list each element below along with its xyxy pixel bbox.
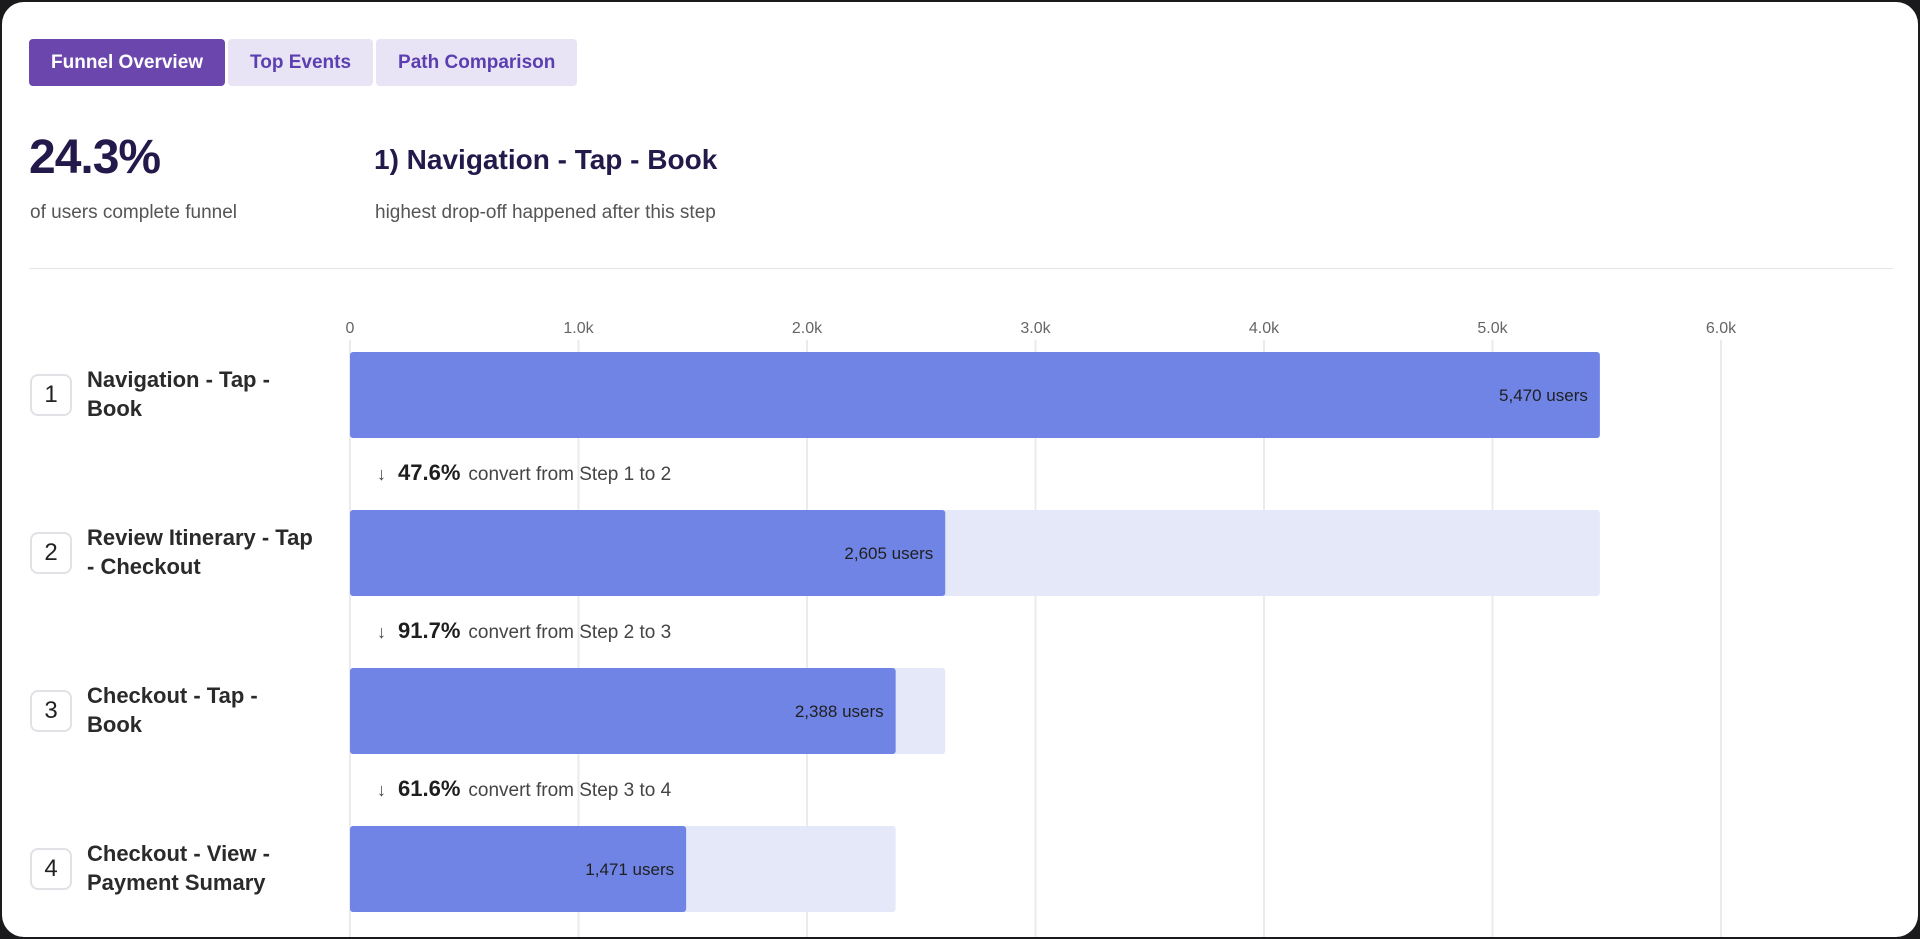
x-tick-label-2: 2.0k [792,320,823,337]
dropoff-step-title: 1) Navigation - Tap - Book [374,144,718,175]
step-number-badge: 3 [30,690,72,732]
bar-step-2 [350,510,946,596]
arrow-down-icon: ↓ [377,780,386,800]
conversion-row: ↓ 91.7% convert from Step 2 to 3 [377,618,671,644]
step-name-label: Navigation - Tap - Book [87,367,270,421]
bar-value-label-step-4: 1,471 users [585,860,674,879]
conversion-text: convert from Step 3 to 4 [468,780,672,801]
bar-step-3 [350,668,896,754]
section-divider [29,268,1893,269]
completion-caption: of users complete funnel [30,202,238,223]
tab-bar: Funnel Overview Top Events Path Comparis… [29,39,578,86]
bar-value-label-step-2: 2,605 users [844,544,933,563]
bar-step-1 [350,352,1600,438]
x-tick-label-3: 3.0k [1020,320,1051,337]
x-tick-label-6: 6.0k [1706,320,1737,337]
x-tick-label-5: 5.0k [1477,320,1508,337]
step-number-badge: 1 [30,374,72,416]
tab-funnel-overview[interactable]: Funnel Overview [29,39,226,86]
conversion-percent: 47.6% [398,460,461,485]
conversion-row: ↓ 47.6% convert from Step 1 to 2 [377,460,671,486]
dropoff-caption: highest drop-off happened after this ste… [375,202,716,223]
bar-value-label-step-1: 5,470 users [1499,386,1588,405]
step-name-label: Checkout - Tap - Book [87,683,258,737]
conversion-row: ↓ 61.6% convert from Step 3 to 4 [377,776,671,802]
x-tick-label-0: 0 [346,320,355,337]
conversion-text: convert from Step 1 to 2 [468,464,672,485]
completion-rate: 24.3% [29,131,161,184]
step-number-badge: 4 [30,848,72,890]
tab-path-comparison[interactable]: Path Comparison [376,39,578,86]
conversion-percent: 91.7% [398,618,461,643]
conversion-text: convert from Step 2 to 3 [468,622,672,643]
tab-top-events[interactable]: Top Events [228,39,374,86]
step-name-label: Review Itinerary - Tap - Checkout [87,525,313,579]
step-name-label: Checkout - View - Payment Sumary [87,841,270,895]
arrow-down-icon: ↓ [377,464,386,484]
arrow-down-icon: ↓ [377,622,386,642]
x-tick-label-4: 4.0k [1249,320,1280,337]
bar-value-label-step-3: 2,388 users [795,702,884,721]
conversion-percent: 61.6% [398,776,461,801]
bar-step-4 [350,826,687,912]
x-tick-label-1: 1.0k [563,320,594,337]
step-number-badge: 2 [30,532,72,574]
